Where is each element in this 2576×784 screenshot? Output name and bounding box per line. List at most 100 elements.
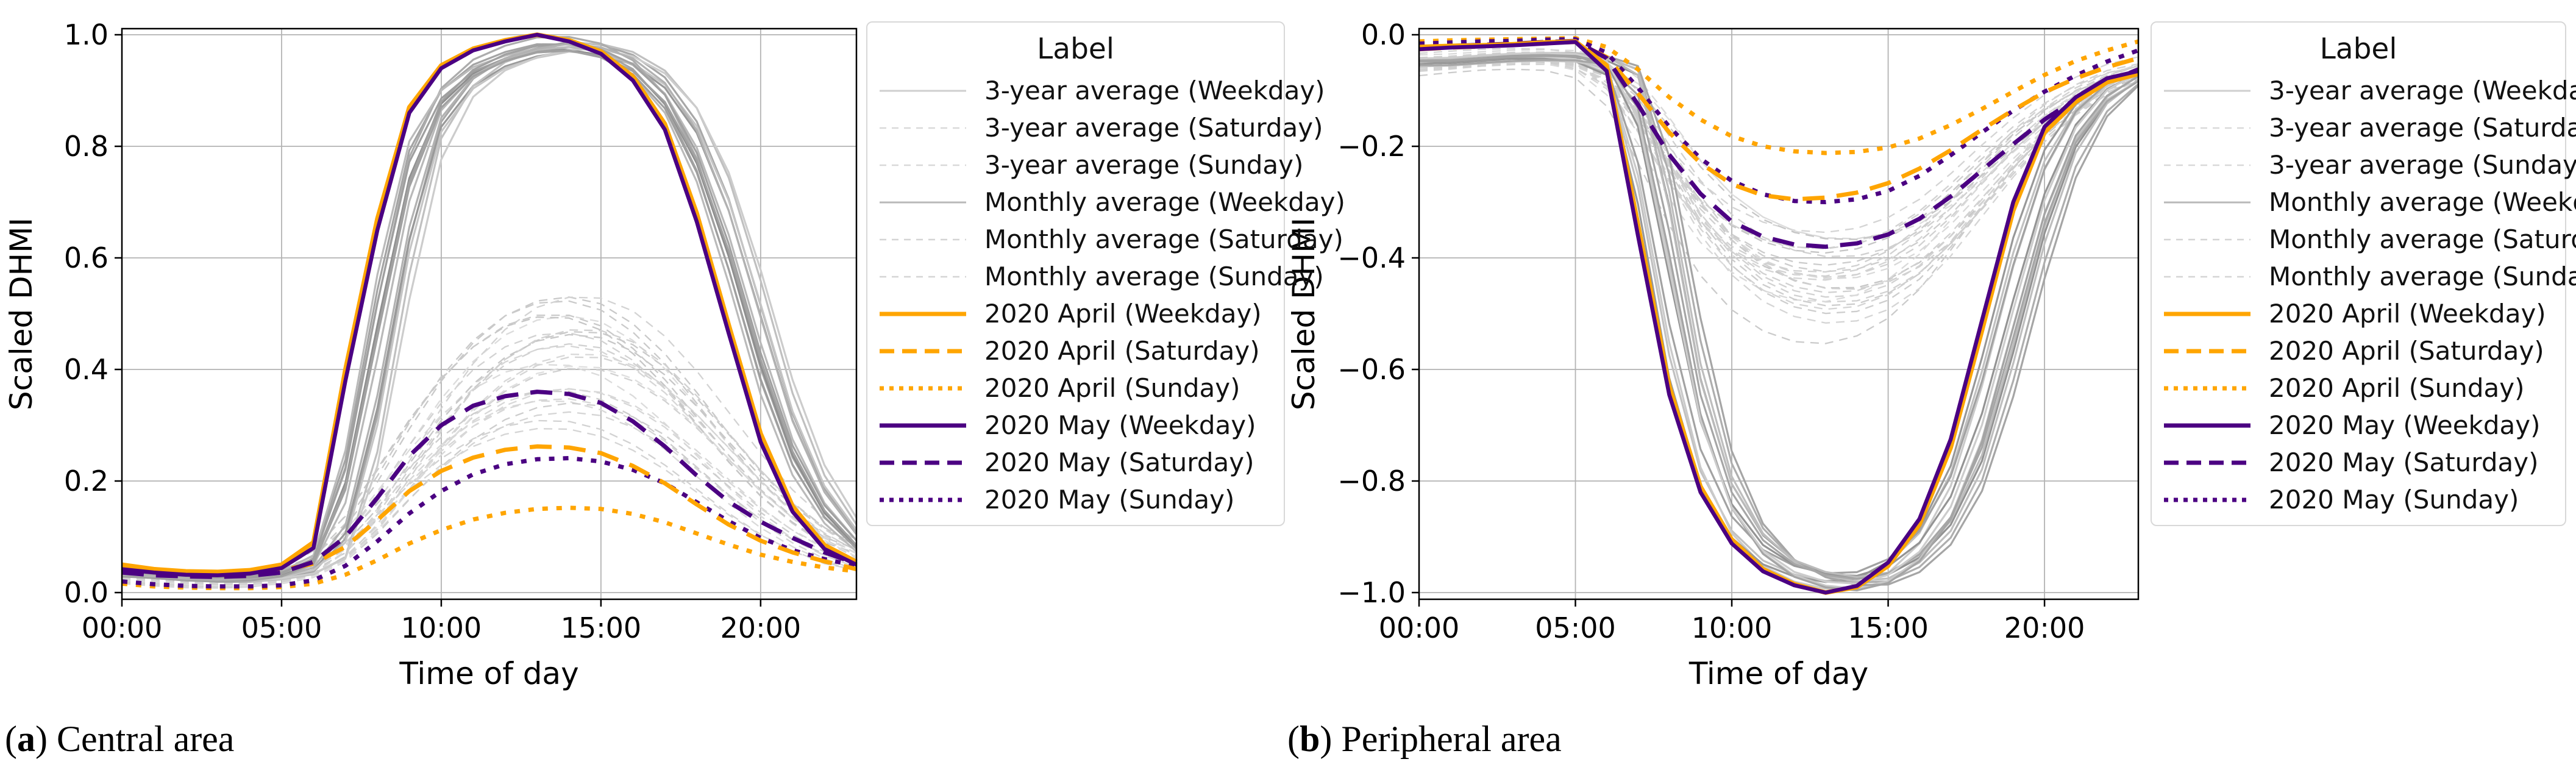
plot-frame bbox=[1418, 27, 2140, 600]
legend-item-label: 2020 April (Weekday) bbox=[984, 299, 1262, 329]
series-2020-april-sunday--line bbox=[1418, 36, 2139, 155]
legend-title: Label bbox=[1037, 32, 1114, 66]
legend-item-3-year-average-weekday: 3-year average (Weekday) bbox=[2152, 72, 2576, 109]
bundle-line-dashed bbox=[121, 296, 857, 580]
legend-swatch-3-year-average-sunday-icon bbox=[880, 164, 966, 166]
y-tick-label: 0.2 bbox=[64, 465, 109, 497]
legend-item-monthly-average-sunday: Monthly average (Sunday) bbox=[867, 258, 1324, 295]
legend-swatch-2020-may-sunday-icon bbox=[880, 497, 966, 502]
y-tick-label: 0.6 bbox=[64, 241, 109, 274]
bundle-line-solid bbox=[1418, 55, 2139, 590]
legend-item-label: 2020 May (Saturday) bbox=[2269, 447, 2539, 477]
legend-swatch-2020-may-weekday-icon bbox=[880, 423, 966, 427]
x-axis-label: Time of day bbox=[399, 656, 578, 691]
legend-item-2020-april-saturday: 2020 April (Saturday) bbox=[867, 332, 1284, 369]
x-tick-label: 00:00 bbox=[1379, 611, 1460, 644]
bundle-line-dashed bbox=[121, 427, 857, 585]
legend-item-label: Monthly average (Weekday) bbox=[984, 187, 1345, 217]
legend-item-2020-april-sunday: 2020 April (Sunday) bbox=[2152, 369, 2565, 407]
bundle-line-solid bbox=[121, 49, 858, 583]
legend-swatch-2020-april-sunday-icon bbox=[2164, 386, 2250, 390]
legend-item-label: 3-year average (Saturday) bbox=[984, 113, 1323, 143]
bundle-line-dashed bbox=[1418, 62, 2139, 290]
legend-swatch-2020-may-saturday-icon bbox=[880, 460, 966, 465]
legend-item-label: 3-year average (Saturday) bbox=[2269, 113, 2576, 143]
bundle-line-dashed bbox=[121, 316, 857, 579]
legend-swatch-3-year-average-saturday-icon bbox=[880, 127, 966, 129]
bundle-line-dashed bbox=[121, 411, 857, 588]
legend-item-label: 3-year average (Sunday) bbox=[2269, 150, 2576, 180]
series-2020-may-saturday--line bbox=[121, 390, 858, 579]
legend-swatch-3-year-average-saturday-icon bbox=[2164, 127, 2250, 129]
legend-swatch-2020-may-saturday-icon bbox=[2164, 460, 2250, 465]
legend-swatch-2020-april-weekday-icon bbox=[880, 312, 966, 316]
bundle-line-dashed bbox=[121, 402, 857, 588]
legend-item-3-year-average-sunday: 3-year average (Sunday) bbox=[2152, 146, 2576, 184]
bundle-line-solid bbox=[1419, 53, 2140, 586]
x-tick-label: 00:00 bbox=[82, 611, 163, 644]
x-tick-label: 10:00 bbox=[401, 611, 482, 644]
legend-item-label: 3-year average (Weekday) bbox=[984, 76, 1325, 105]
series-2020-may-weekday--line bbox=[1418, 40, 2139, 595]
y-tick-label: 0.8 bbox=[64, 130, 109, 163]
legend-item-label: 2020 April (Saturday) bbox=[2269, 336, 2544, 366]
y-tick-label: 0.4 bbox=[64, 353, 109, 386]
legend-item-label: 2020 April (Sunday) bbox=[2269, 373, 2525, 403]
y-tick-label: 0.0 bbox=[1361, 18, 1406, 51]
legend-item-label: 2020 May (Saturday) bbox=[984, 447, 1254, 477]
y-tick-label: −1.0 bbox=[1337, 576, 1406, 609]
bundle-line-dashed bbox=[121, 315, 857, 583]
y-tick-label: 1.0 bbox=[64, 18, 109, 51]
legend-item-label: 2020 May (Weekday) bbox=[984, 410, 1256, 440]
x-tick-label: 05:00 bbox=[1535, 611, 1616, 644]
legend-item-label: Monthly average (Sunday) bbox=[984, 262, 1324, 291]
series-2020-may-sunday--line bbox=[121, 456, 857, 589]
x-tick-label: 10:00 bbox=[1692, 611, 1773, 644]
legend-swatch-monthly-average-weekday-icon bbox=[880, 201, 966, 203]
legend-swatch-2020-april-saturday-icon bbox=[880, 349, 966, 353]
legend-item-monthly-average-sunday: Monthly average (Sunday) bbox=[2152, 258, 2576, 295]
legend-item-monthly-average-saturday: Monthly average (Saturday) bbox=[867, 221, 1343, 258]
series-2020-may-weekday--line bbox=[121, 32, 858, 577]
legend-swatch-2020-may-sunday-icon bbox=[2164, 497, 2250, 502]
bundle-line-dashed bbox=[1418, 60, 2139, 307]
caption-a-letter: a bbox=[16, 719, 35, 759]
legend-item-3-year-average-saturday: 3-year average (Saturday) bbox=[867, 109, 1323, 146]
legend-item-2020-may-saturday: 2020 May (Saturday) bbox=[867, 444, 1284, 481]
chart-central-area: 00:00 05:00 10:00 15:00 20:00 0.0 0.2 0.4 0.6 0.8… bbox=[4, 18, 858, 691]
caption-b-letter: b bbox=[1299, 719, 1320, 759]
legend-item-label: 2020 April (Saturday) bbox=[984, 336, 1260, 366]
bundle-line-solid bbox=[1418, 55, 2139, 591]
legend-item-label: 2020 April (Sunday) bbox=[984, 373, 1240, 403]
bundle-line-solid bbox=[1418, 57, 2139, 583]
legend-item-label: Monthly average (Weekday) bbox=[2269, 187, 2576, 217]
legend-item-label: Monthly average (Sunday) bbox=[2269, 262, 2576, 291]
legend-swatch-3-year-average-weekday-icon bbox=[880, 90, 966, 91]
legend-swatch-monthly-average-sunday-icon bbox=[880, 276, 966, 277]
bundle-line-solid bbox=[1418, 57, 2139, 582]
x-tick-label: 20:00 bbox=[2004, 611, 2085, 644]
legend-swatch-monthly-average-weekday-icon bbox=[2164, 201, 2250, 203]
y-tick-label: −0.4 bbox=[1337, 241, 1406, 274]
bundle-line-dashed bbox=[121, 329, 857, 585]
legend-swatch-monthly-average-saturday-icon bbox=[880, 238, 966, 240]
y-axis-label: Scaled DHMI bbox=[1286, 218, 1322, 410]
chart-peripheral-area: 00:00 05:00 10:00 15:00 20:00 0.0 −0.2 −0.4 −0.6… bbox=[1286, 18, 2140, 691]
legend-item-2020-may-weekday: 2020 May (Weekday) bbox=[2152, 407, 2565, 444]
legend-peripheral: Label 3-year average (Weekday) 3-year ave… bbox=[2151, 21, 2576, 526]
legend-item-label: 3-year average (Sunday) bbox=[984, 150, 1304, 180]
legend-item-2020-april-weekday: 2020 April (Weekday) bbox=[867, 295, 1284, 332]
legend-item-label: 2020 May (Sunday) bbox=[984, 485, 1235, 515]
legend-item-2020-may-sunday: 2020 May (Sunday) bbox=[2152, 481, 2565, 518]
legend-central: Label 3-year average (Weekday) 3-year ave… bbox=[866, 21, 1345, 526]
legend-item-2020-april-saturday: 2020 April (Saturday) bbox=[2152, 332, 2565, 369]
legend-title: Label bbox=[2319, 32, 2397, 66]
bundle-line-dashed bbox=[121, 400, 857, 588]
y-tick-label: −0.8 bbox=[1337, 465, 1406, 497]
bundle-line-dashed bbox=[1418, 62, 2139, 273]
caption-a-open: ( bbox=[5, 719, 17, 759]
y-axis-label: Scaled DHMI bbox=[4, 218, 39, 410]
bundle-line-dashed bbox=[1418, 68, 2139, 344]
bundle-line-dashed bbox=[1418, 61, 2139, 289]
legend-item-2020-april-weekday: 2020 April (Weekday) bbox=[2152, 295, 2565, 332]
